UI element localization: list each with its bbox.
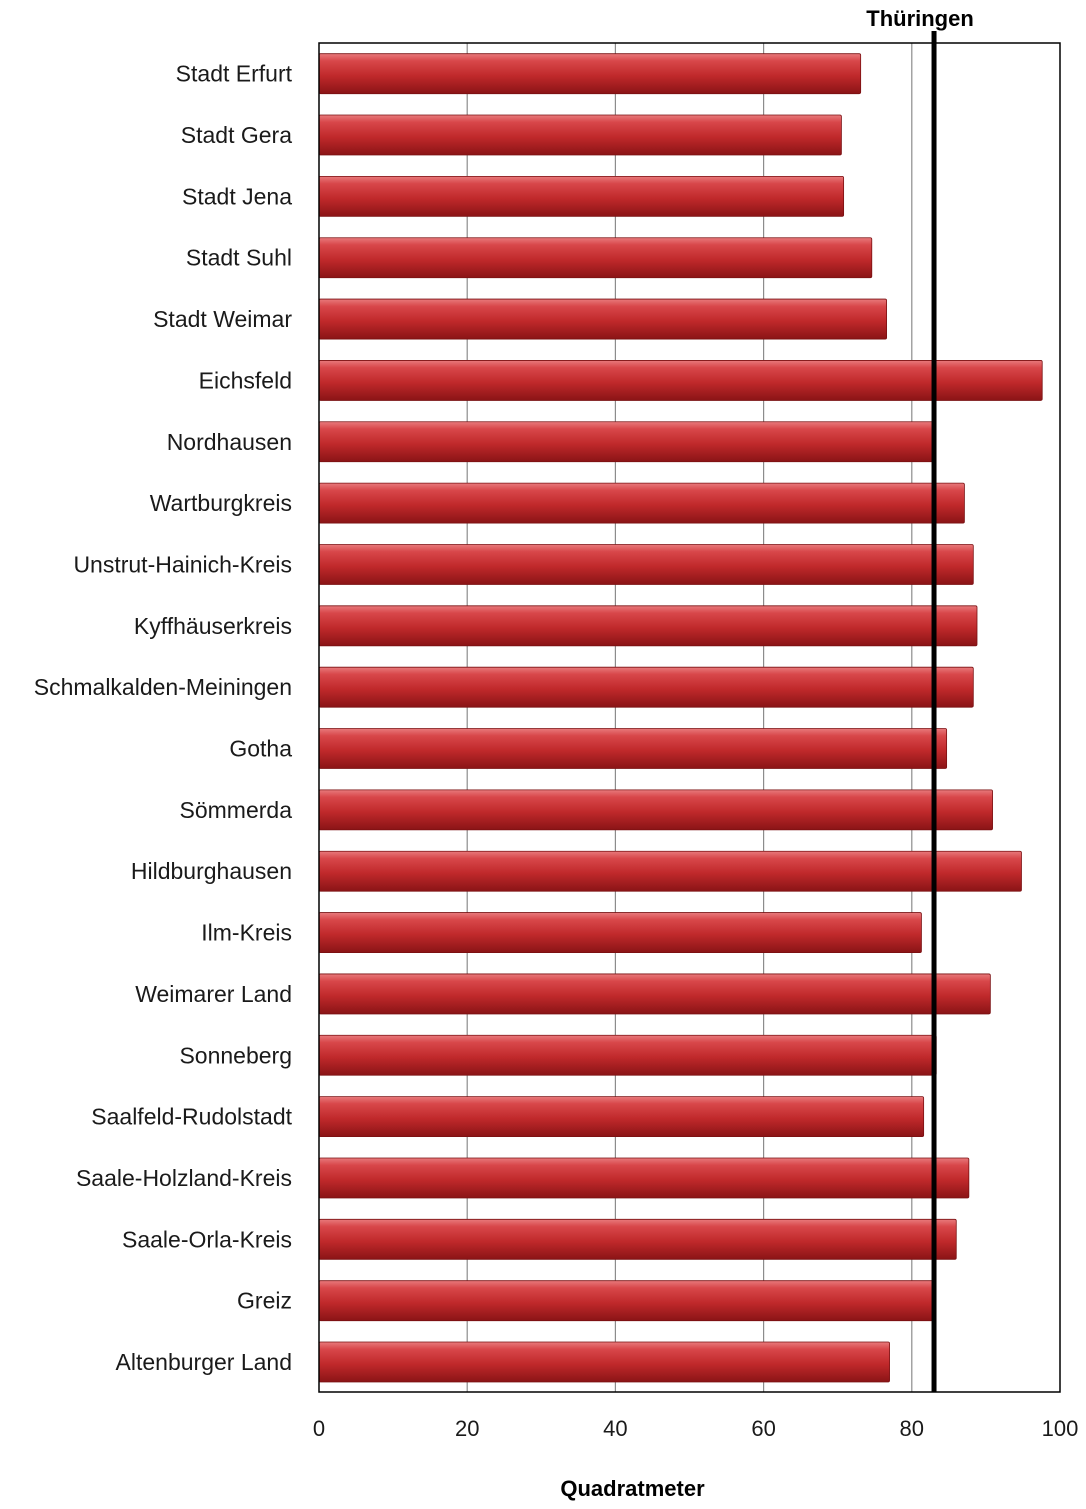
- category-label-11: Gotha: [229, 736, 292, 762]
- bar-19: [318, 1218, 957, 1260]
- x-tick-labels: 0 20 40 60 80 100: [313, 1416, 1078, 1441]
- x-tick-label-60: 60: [751, 1416, 775, 1441]
- x-tick-label-0: 0: [313, 1416, 325, 1441]
- category-label-16: Sonneberg: [179, 1042, 292, 1068]
- bar-21: [318, 1341, 890, 1383]
- bar-0: [318, 53, 862, 95]
- category-label-9: Kyffhäuserkreis: [134, 613, 292, 639]
- bar-12: [318, 789, 993, 831]
- category-label-6: Nordhausen: [167, 429, 292, 455]
- bar-3: [318, 237, 873, 279]
- category-label-19: Saale-Orla-Kreis: [122, 1226, 292, 1252]
- category-label-7: Wartburgkreis: [150, 490, 292, 516]
- reference-label: Thüringen: [866, 6, 974, 31]
- category-label-13: Hildburghausen: [131, 858, 292, 884]
- category-label-14: Ilm-Kreis: [201, 920, 292, 946]
- x-tick-label-40: 40: [603, 1416, 627, 1441]
- category-label-4: Stadt Weimar: [153, 306, 292, 332]
- bar-16: [318, 1034, 937, 1076]
- bar-17: [318, 1096, 925, 1138]
- category-label-10: Schmalkalden-Meiningen: [34, 674, 292, 700]
- category-label-3: Stadt Suhl: [186, 245, 292, 271]
- bar-2: [318, 175, 845, 217]
- category-label-5: Eichsfeld: [199, 367, 292, 393]
- x-tick-label-20: 20: [455, 1416, 479, 1441]
- bar-8: [318, 544, 974, 585]
- bar-20: [318, 1280, 934, 1322]
- bar-15: [318, 973, 991, 1015]
- bar-13: [318, 850, 1022, 892]
- x-axis-title: Quadratmeter: [560, 1476, 705, 1501]
- x-tick-label-100: 100: [1042, 1416, 1079, 1441]
- bar-18: [318, 1157, 970, 1199]
- category-label-18: Saale-Holzland-Kreis: [76, 1165, 292, 1191]
- bar-10: [318, 666, 974, 708]
- category-labels: Stadt Erfurt Stadt Gera Stadt Jena Stadt Su…: [34, 61, 293, 1375]
- bar-1: [318, 114, 842, 156]
- category-label-21: Altenburger Land: [116, 1349, 292, 1375]
- category-label-0: Stadt Erfurt: [176, 61, 293, 87]
- bar-7: [318, 482, 965, 524]
- category-label-17: Saalfeld-Rudolstadt: [91, 1104, 292, 1130]
- bar-6: [318, 421, 934, 463]
- category-label-15: Weimarer Land: [135, 981, 292, 1007]
- bar-14: [318, 912, 922, 953]
- bar-11: [318, 728, 948, 769]
- bars: [318, 53, 1043, 1383]
- x-tick-label-80: 80: [900, 1416, 924, 1441]
- category-label-8: Unstrut-Hainich-Kreis: [73, 551, 292, 577]
- category-label-2: Stadt Jena: [182, 183, 292, 209]
- bar-4: [318, 298, 888, 340]
- plot-frame: [318, 42, 1061, 1393]
- category-label-20: Greiz: [237, 1288, 292, 1314]
- bar-9: [318, 605, 978, 647]
- category-label-1: Stadt Gera: [181, 122, 292, 148]
- category-label-12: Sömmerda: [180, 797, 293, 823]
